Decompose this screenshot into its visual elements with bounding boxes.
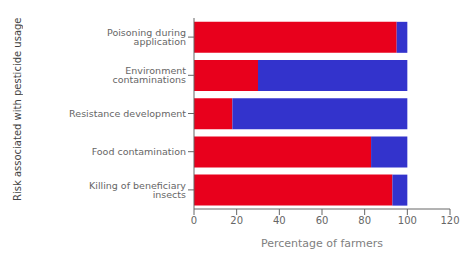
svg-text:60: 60 xyxy=(316,215,329,226)
svg-text:0: 0 xyxy=(191,215,197,226)
svg-text:40: 40 xyxy=(273,215,286,226)
svg-text:Environmentcontaminations: Environmentcontaminations xyxy=(113,65,187,86)
svg-text:Food contamination: Food contamination xyxy=(92,146,186,157)
svg-text:20: 20 xyxy=(230,215,243,226)
svg-text:80: 80 xyxy=(358,215,371,226)
svg-text:Killing of beneficiaryinsects: Killing of beneficiaryinsects xyxy=(89,180,186,201)
svg-text:100: 100 xyxy=(398,215,417,226)
html-text:Risk associated with pesticide: Risk associated with pesticide usage xyxy=(11,17,23,202)
svg-text:120: 120 xyxy=(440,215,459,226)
svg-text:Percentage of farmers: Percentage of farmers xyxy=(261,237,383,250)
svg-text:Resistance development: Resistance development xyxy=(69,108,186,119)
svg-text:Poisoning duringapplication: Poisoning duringapplication xyxy=(107,27,186,48)
